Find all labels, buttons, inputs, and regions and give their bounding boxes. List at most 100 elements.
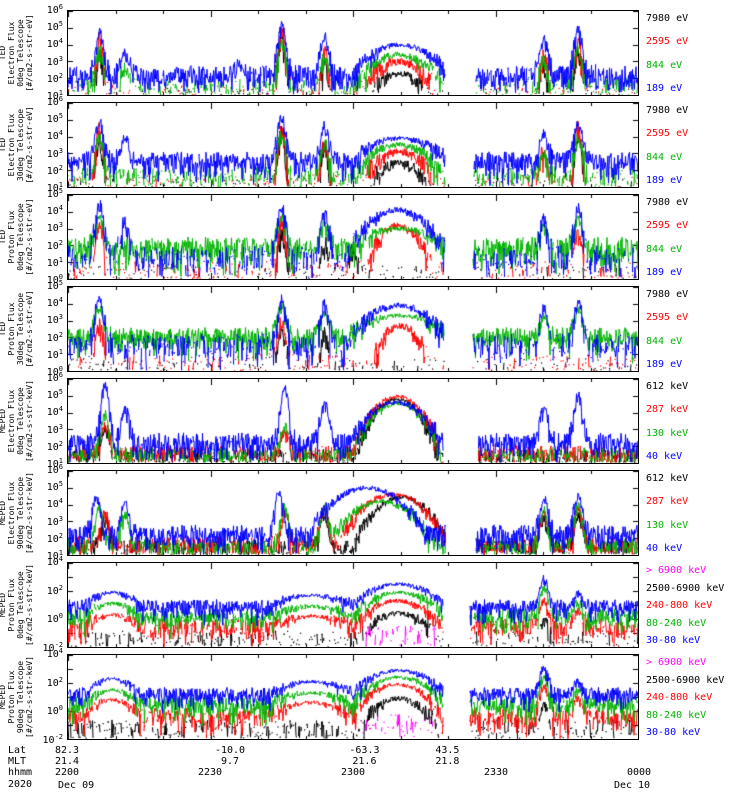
time-tick-label: 2330 <box>483 767 509 778</box>
legend-entry: 844 eV <box>646 243 683 255</box>
mlt-value: 9.7 <box>220 756 240 767</box>
panel-plot-area <box>67 378 639 464</box>
panel-energy-legend: 7980 eV 2595 eV 844 eV 189 eV <box>646 286 750 372</box>
flux-panel: TED Proton Flux 0deg Telescope [#/cm2-s-str… <box>0 187 750 285</box>
y-tick-label: 104 <box>46 37 63 51</box>
legend-entry: 844 eV <box>646 335 683 347</box>
panel-data-canvas <box>68 563 638 647</box>
panel-data-canvas <box>68 655 638 739</box>
flux-panel: MEPED Electron Flux 90deg Telescope [#/cm2-… <box>0 463 750 561</box>
legend-entry: 30-80 keV <box>646 635 701 646</box>
panel-plot-area <box>67 194 639 280</box>
y-tick-label: 103 <box>46 422 63 436</box>
panel-y-tick-labels: 106 105 104 103 102 101 <box>0 95 64 193</box>
legend-entry: 844 eV <box>646 151 683 163</box>
panel-y-tick-labels: 104 102 100 10-2 <box>0 555 64 653</box>
y-tick-label: 104 <box>46 296 63 310</box>
flux-panel: MEPED Electron Flux 0deg Telescope [#/cm2-s… <box>0 371 750 469</box>
y-tick-label: 106 <box>46 94 63 109</box>
y-tick-label: 101 <box>46 88 63 103</box>
legend-entry: 189 eV <box>646 359 683 370</box>
legend-entry: 2500-6900 keV <box>646 674 725 686</box>
legend-entry: > 6900 keV <box>646 565 707 576</box>
flux-panel: TED Proton Flux 30deg Telescope [#/cm2-s-st… <box>0 279 750 377</box>
legend-entry: 7980 eV <box>646 105 689 116</box>
y-tick-label: 104 <box>46 405 63 419</box>
panel-plot-area <box>67 562 639 648</box>
panel-plot-area <box>67 286 639 372</box>
legend-entry: 7980 eV <box>646 197 689 208</box>
y-tick-label: 102 <box>46 330 63 344</box>
axis-row-header-hhmm: hhmm <box>8 767 33 778</box>
time-tick-label: 2230 <box>197 767 223 778</box>
legend-entry: 2595 eV <box>646 220 689 232</box>
lat-value: -63.3 <box>349 745 380 756</box>
y-tick-label: 102 <box>46 531 63 545</box>
panel-y-tick-labels: 105 104 103 102 101 100 <box>0 187 64 285</box>
time-tick-label: 2200 <box>54 767 80 778</box>
axis-row-header-year: 2020 <box>8 779 33 790</box>
legend-entry: 130 keV <box>646 427 689 439</box>
lat-value: -10.0 <box>214 745 246 756</box>
y-tick-label: 10-2 <box>42 640 63 655</box>
y-tick-label: 102 <box>46 71 63 85</box>
legend-entry: 2595 eV <box>646 312 689 324</box>
y-tick-label: 104 <box>46 204 63 218</box>
legend-entry: 287 keV <box>646 404 689 416</box>
y-tick-label: 105 <box>46 186 63 201</box>
legend-entry: 40 keV <box>646 543 683 554</box>
y-tick-label: 101 <box>46 456 63 471</box>
panel-data-canvas <box>68 195 638 279</box>
y-tick-label: 10-2 <box>42 732 63 747</box>
y-tick-label: 105 <box>46 20 63 34</box>
legend-entry: 80-240 keV <box>646 617 707 629</box>
y-tick-label: 101 <box>46 180 63 195</box>
y-tick-label: 105 <box>46 480 63 494</box>
panel-data-canvas <box>68 287 638 371</box>
panel-energy-legend: 7980 eV 2595 eV 844 eV 189 eV <box>646 194 750 280</box>
y-tick-label: 103 <box>46 221 63 235</box>
panel-data-canvas <box>68 11 638 95</box>
y-tick-label: 104 <box>46 497 63 511</box>
panel-data-canvas <box>68 379 638 463</box>
legend-entry: 130 keV <box>646 519 689 531</box>
panel-y-tick-labels: 105 104 103 102 101 100 <box>0 279 64 377</box>
legend-entry: 40 keV <box>646 451 683 462</box>
lat-value: 43.5 <box>435 745 460 756</box>
legend-entry: 7980 eV <box>646 289 689 300</box>
panel-energy-legend: > 6900 keV 2500-6900 keV 240-800 keV 80-240… <box>646 654 750 740</box>
panel-plot-area <box>67 102 639 188</box>
panel-plot-area <box>67 10 639 96</box>
flux-panel: MEPED Proton Flux 0deg Telescope [#/cm2-s-s… <box>0 555 750 653</box>
mlt-value: 21.6 <box>352 756 377 767</box>
panel-plot-area <box>67 470 639 556</box>
panel-y-tick-labels: 106 105 104 103 102 101 <box>0 371 64 469</box>
panel-energy-legend: 612 keV 287 keV 130 keV 40 keV <box>646 470 750 556</box>
y-tick-label: 105 <box>46 112 63 126</box>
panel-energy-legend: 7980 eV 2595 eV 844 eV 189 eV <box>646 102 750 188</box>
y-tick-label: 101 <box>46 548 63 563</box>
y-tick-label: 103 <box>46 514 63 528</box>
y-tick-label: 102 <box>46 163 63 177</box>
axis-row-header-lat: Lat <box>8 745 27 756</box>
y-tick-label: 102 <box>46 583 63 597</box>
y-tick-label: 100 <box>46 364 63 379</box>
y-tick-label: 102 <box>46 238 63 252</box>
y-tick-label: 104 <box>46 554 63 569</box>
mlt-value: 21.8 <box>435 756 460 767</box>
legend-entry: 240-800 keV <box>646 692 713 703</box>
y-tick-label: 100 <box>46 272 63 287</box>
y-tick-label: 106 <box>46 370 63 385</box>
y-tick-label: 102 <box>46 439 63 453</box>
lat-value: 82.3 <box>54 745 80 756</box>
date-label-right: Dec 10 <box>613 780 651 791</box>
y-tick-label: 104 <box>46 129 63 143</box>
y-tick-label: 105 <box>46 388 63 402</box>
y-tick-label: 102 <box>46 675 63 689</box>
panel-energy-legend: > 6900 keV 2500-6900 keV 240-800 keV 80-240… <box>646 562 750 648</box>
axis-row-header-mlt: MLT <box>8 756 27 767</box>
legend-entry: 240-800 keV <box>646 600 713 611</box>
legend-entry: 189 eV <box>646 267 683 278</box>
legend-entry: > 6900 keV <box>646 657 707 668</box>
time-tick-label: 2300 <box>340 767 366 778</box>
